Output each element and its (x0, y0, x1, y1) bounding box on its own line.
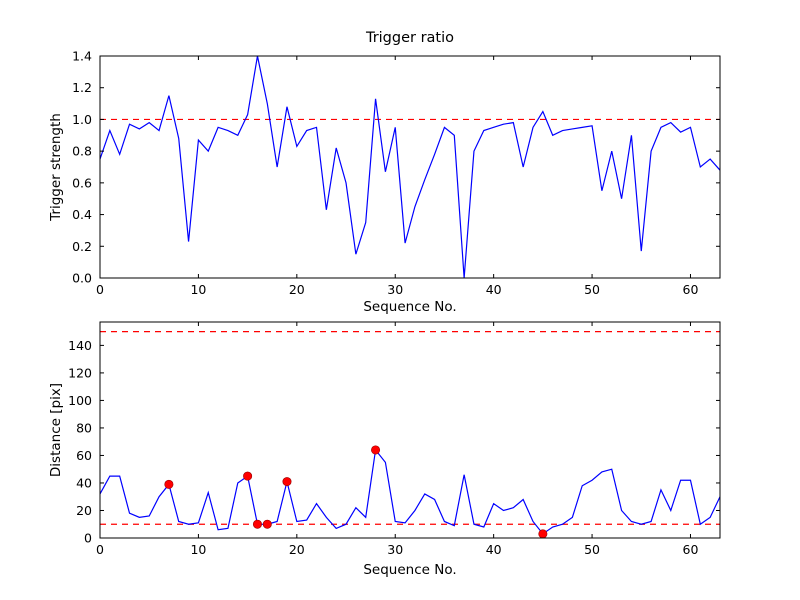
distance-line (99, 448, 721, 535)
distance-x-tick-label: 50 (584, 542, 600, 557)
distance-marker (164, 479, 174, 489)
distance-marker (243, 471, 253, 481)
trigger-strength-y-tick-label: 1.4 (72, 49, 92, 64)
distance-y-tick-label: 60 (76, 448, 92, 463)
chart-title: Trigger ratio (365, 30, 455, 46)
distance-marker (371, 445, 381, 455)
distance-x-tick-label: 0 (96, 542, 104, 557)
trigger-strength-y-tick-label: 0.4 (72, 207, 92, 222)
distance-x-tick-label: 10 (190, 542, 206, 557)
trigger-strength-line (99, 55, 721, 279)
xlabel-sequence-no-top: Sequence No. (363, 299, 457, 315)
trigger-strength-y-tick-label: 0.0 (72, 271, 92, 286)
trigger-strength-y-tick-label: 1.0 (72, 112, 92, 127)
ylabel-trigger-strength: Trigger strength (48, 113, 64, 221)
distance-axes-frame (99, 321, 721, 539)
ylabel-distance-pix: Distance [pix] (48, 382, 64, 478)
trigger-strength-x-tick-label: 10 (190, 282, 206, 297)
trigger-strength-y-tick-label: 0.6 (72, 175, 92, 190)
distance-y-tick-label: 20 (76, 503, 92, 518)
trigger-strength-x-tick-label: 30 (387, 282, 403, 297)
distance-x-tick-label: 60 (683, 542, 699, 557)
trigger-strength-y-tick-label: 1.2 (72, 80, 92, 95)
distance-y-tick-label: 100 (68, 393, 92, 408)
trigger-strength-axes-frame (99, 55, 721, 279)
distance-marker (252, 519, 262, 529)
trigger-strength-x-tick-label: 0 (96, 282, 104, 297)
distance-x-tick-label: 40 (486, 542, 502, 557)
distance-x-tick-label: 20 (289, 542, 305, 557)
distance-y-tick-label: 80 (76, 420, 92, 435)
xlabel-sequence-no-bottom: Sequence No. (363, 562, 457, 578)
trigger-strength-y-tick-label: 0.2 (72, 239, 92, 254)
trigger-strength-x-tick-label: 50 (584, 282, 600, 297)
distance-x-tick-label: 30 (387, 542, 403, 557)
distance-y-tick-label: 120 (68, 365, 92, 380)
trigger-strength-x-tick-label: 40 (486, 282, 502, 297)
distance-y-tick-label: 0 (84, 531, 92, 546)
trigger-strength-y-tick-label: 0.8 (72, 144, 92, 159)
trigger-strength-x-tick-label: 20 (289, 282, 305, 297)
distance-marker (262, 519, 272, 529)
distance-marker (282, 477, 292, 487)
trigger-strength-x-tick-label: 60 (683, 282, 699, 297)
distance-y-tick-label: 140 (68, 338, 92, 353)
distance-y-tick-label: 40 (76, 475, 92, 490)
distance-marker (538, 529, 548, 539)
